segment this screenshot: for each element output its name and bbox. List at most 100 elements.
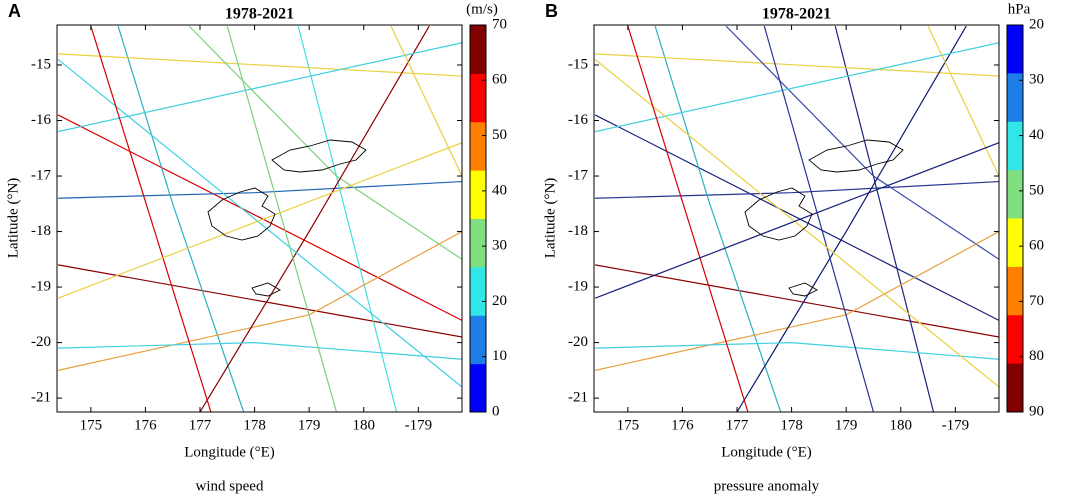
y-tick-label: -20 <box>568 334 588 350</box>
colorbar-band <box>470 121 486 171</box>
colorbar-band <box>1007 170 1023 219</box>
colorbar-band <box>1007 363 1023 413</box>
y-axis-label: Latitude (°N) <box>5 178 21 259</box>
x-tick-label: 175 <box>80 417 103 433</box>
colorbar-band <box>470 363 486 413</box>
y-tick-label: -19 <box>568 279 588 295</box>
x-tick-label: -179 <box>405 417 433 433</box>
x-tick-label: 178 <box>780 417 803 433</box>
panel: B 1978-2021 175 176 177 178 179 180 -179 -15 -16 -1… <box>542 1 1044 495</box>
coastline <box>207 139 367 297</box>
colorbar-tick-label: 50 <box>492 127 507 143</box>
panel: A 1978-2021 175 176 177 178 179 180 -179 -15 -16 -1… <box>5 1 507 495</box>
y-tick-label: -21 <box>31 390 51 406</box>
track <box>57 42 462 133</box>
colorbar-band <box>1007 218 1023 268</box>
track <box>57 264 462 338</box>
track <box>927 25 999 177</box>
x-tick-label: -179 <box>942 417 970 433</box>
track <box>834 25 935 412</box>
x-tick-label: 179 <box>835 417 858 433</box>
track <box>594 114 999 321</box>
track <box>90 25 212 412</box>
colorbar-label: hPa <box>1008 1 1031 17</box>
y-tick-label: -15 <box>31 56 51 72</box>
colorbar-band <box>470 315 486 365</box>
colorbar-band <box>1007 25 1023 74</box>
colorbar-tick-label: 20 <box>492 293 507 309</box>
chart-title: 1978-2021 <box>762 6 831 23</box>
tracks <box>594 25 999 412</box>
colorbar-tick-label: 90 <box>1029 403 1044 419</box>
x-tick-label: 177 <box>189 417 212 433</box>
track <box>725 25 999 260</box>
y-tick-label: -18 <box>568 223 588 239</box>
track <box>736 25 967 412</box>
track <box>390 25 462 177</box>
x-tick-label: 175 <box>617 417 640 433</box>
plot-frame <box>593 24 1000 413</box>
y-tick-label: -17 <box>568 167 588 183</box>
x-tick-label: 176 <box>134 417 157 433</box>
colorbar-tick-label: 80 <box>1029 348 1044 364</box>
track <box>594 142 999 299</box>
plot-frame <box>56 24 463 413</box>
x-tick-label: 177 <box>726 417 749 433</box>
track <box>594 264 999 338</box>
caption: wind speed <box>196 478 264 494</box>
track <box>57 58 462 388</box>
chart-title: 1978-2021 <box>225 6 294 23</box>
x-axis-label: Longitude (°E) <box>721 444 812 460</box>
x-tick-label: 176 <box>671 417 694 433</box>
y-tick-label: -21 <box>568 390 588 406</box>
colorbar-frame <box>469 24 487 413</box>
track <box>199 25 430 412</box>
colorbar-band <box>1007 73 1023 123</box>
colorbar-tick-label: 30 <box>1029 72 1044 88</box>
track <box>188 25 462 260</box>
track <box>763 25 875 412</box>
colorbar-band <box>470 218 486 268</box>
track <box>594 58 999 388</box>
colorbar-tick-label: 20 <box>1029 16 1044 32</box>
panel-label: B <box>545 1 558 21</box>
colorbar-tick-label: 30 <box>492 238 507 254</box>
y-tick-label: -15 <box>568 56 588 72</box>
colorbar-band <box>470 266 486 316</box>
track <box>57 142 462 299</box>
track <box>58 180 462 199</box>
colorbar-band <box>470 170 486 219</box>
track <box>57 114 462 321</box>
x-tick-label: 180 <box>353 417 376 433</box>
caption: pressure anomaly <box>714 478 820 494</box>
track <box>595 180 999 199</box>
track <box>58 53 462 77</box>
track <box>595 341 999 360</box>
colorbar-tick-label: 70 <box>1029 293 1044 309</box>
colorbar-band <box>1007 121 1023 171</box>
colorbar-band <box>1007 315 1023 365</box>
y-tick-label: -17 <box>31 167 51 183</box>
track <box>627 25 749 412</box>
x-tick-label: 180 <box>890 417 913 433</box>
colorbar-tick-label: 0 <box>492 403 500 419</box>
track <box>594 42 999 133</box>
y-tick-label: -19 <box>31 279 51 295</box>
y-tick-label: -16 <box>568 112 588 128</box>
colorbar-tick-label: 60 <box>492 72 507 88</box>
track <box>595 53 999 77</box>
y-tick-label: -16 <box>31 112 51 128</box>
x-axis-label: Longitude (°E) <box>184 444 275 460</box>
x-tick-label: 179 <box>298 417 321 433</box>
track <box>117 25 245 412</box>
colorbar-tick-label: 40 <box>492 182 507 198</box>
y-axis-label: Latitude (°N) <box>542 178 558 259</box>
colorbar-tick-label: 70 <box>492 16 507 32</box>
tracks <box>57 25 462 412</box>
colorbar-band <box>470 25 486 74</box>
colorbar-tick-label: 50 <box>1029 182 1044 198</box>
colorbar-tick-label: 10 <box>492 348 507 364</box>
y-tick-label: -20 <box>31 334 51 350</box>
track <box>226 25 338 412</box>
